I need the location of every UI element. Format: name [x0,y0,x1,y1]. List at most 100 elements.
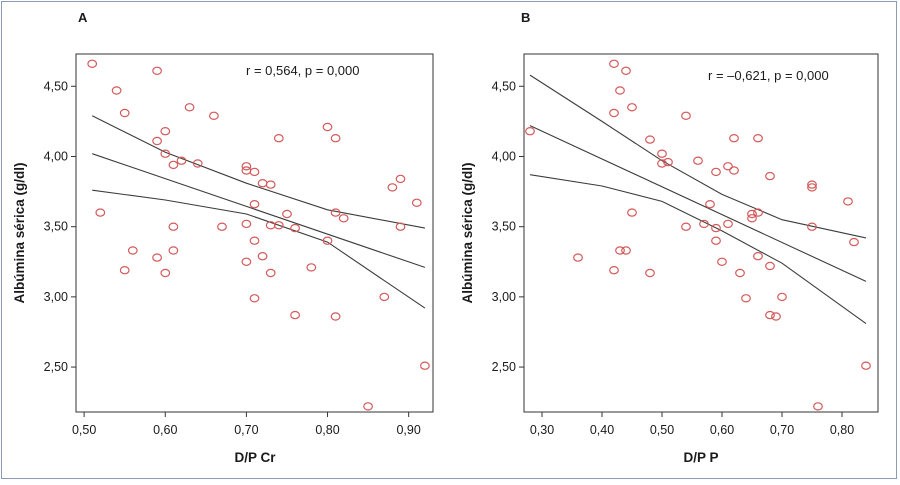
data-point [273,221,284,230]
x-tick-label: 0,70 [770,423,794,437]
data-point [747,209,757,219]
data-point [723,162,733,171]
panel-b: B 2,50 3,00 3,50 4,00 4,50 0,30 0,40 0,50 0,60 0,7… [460,10,879,465]
data-point [765,310,775,320]
data-point [681,111,691,121]
data-point [807,222,817,231]
data-point [627,208,637,217]
y-tick-label: 3,00 [44,290,68,304]
data-point [322,236,333,245]
data-point [621,66,631,76]
data-point [411,198,422,207]
data-point [241,257,252,266]
correlation-annotation: r = 0,564, p = 0,000 [246,63,359,78]
data-point [395,222,406,231]
data-point [765,171,775,181]
y-tick-label: 2,50 [44,360,68,374]
data-point [681,222,691,231]
ci-lower-curve [92,189,426,309]
y-axis-label: Albúmina sérica (g/dl) [12,162,27,303]
data-point [387,183,398,192]
data-point [87,59,98,69]
data-point [176,156,187,165]
data-point [282,209,292,219]
data-point [849,237,859,247]
data-point [241,162,252,171]
y-tick-label: 4,50 [44,79,68,93]
data-point [609,59,619,69]
data-point [615,86,625,95]
panel-label: A [78,10,88,25]
data-point [747,214,757,223]
data-point [813,402,823,411]
data-point [168,160,179,170]
x-tick-label: 0,80 [315,423,339,437]
y-tick-label: 4,00 [492,149,516,163]
data-point [249,294,260,303]
data-point [645,135,655,144]
data-point [152,66,163,76]
data-point [265,180,276,189]
data-point [615,246,625,255]
data-point [711,167,721,177]
x-tick-label: 0,60 [710,423,734,437]
data-point [330,133,341,143]
data-point [330,208,341,217]
data-point [273,133,284,143]
data-point [735,268,745,278]
data-point [699,219,709,229]
data-point [609,108,619,118]
data-point [160,126,171,136]
data-point [753,251,763,261]
data-point [363,402,374,411]
data-point [657,149,667,158]
x-tick-label: 0,90 [396,423,420,437]
data-point [127,246,138,255]
data-point [645,268,655,278]
data-point [152,253,163,262]
data-point [711,223,721,233]
data-point [192,159,203,168]
x-tick-label: 0,50 [72,423,96,437]
plot-area-frame [523,53,879,413]
ci-lower-curve [529,174,867,325]
data-point [290,223,301,233]
data-point [322,122,333,132]
data-point [723,219,733,229]
data-point [306,263,317,272]
data-point [693,156,703,165]
data-point [657,159,667,168]
data-point [861,361,871,370]
data-point [249,199,260,209]
data-point [330,312,341,321]
x-axis-label: D/P P [683,450,718,465]
plot-area-frame [75,53,434,413]
x-tick-label: 0,80 [830,423,854,437]
data-point [609,266,619,275]
data-point [265,268,276,278]
data-point [777,292,787,302]
x-tick-label: 0,50 [650,423,674,437]
data-point [208,111,219,121]
ci-upper-curve [529,74,867,239]
data-point [241,166,252,175]
y-tick-label: 4,50 [492,79,516,93]
data-point [807,180,817,189]
regression-line [92,153,426,268]
data-point [729,133,739,143]
data-point [741,294,751,303]
data-point [627,103,637,112]
data-point [249,167,260,177]
data-point [95,208,106,217]
data-point [573,253,583,262]
data-point [705,199,715,209]
y-tick-label: 3,00 [492,290,516,304]
y-tick-label: 4,00 [44,149,68,163]
data-point [249,236,260,245]
data-point [711,236,721,245]
x-tick-label: 0,60 [153,423,177,437]
data-point [395,174,406,184]
y-tick-label: 3,50 [492,220,516,234]
x-tick-label: 0,70 [234,423,258,437]
